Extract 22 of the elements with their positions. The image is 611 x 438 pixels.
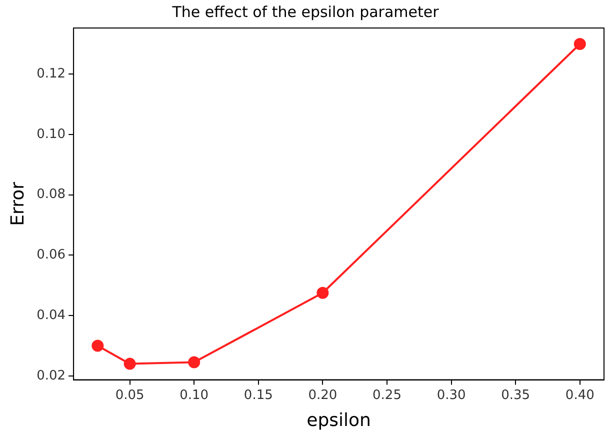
x-tick-label: 0.05 <box>115 388 144 403</box>
x-tick-label: 0.30 <box>436 388 466 403</box>
x-tick-label: 0.35 <box>501 388 530 403</box>
x-tick-label: 0.40 <box>565 388 594 403</box>
point <box>188 356 200 368</box>
y-tick-label: 0.10 <box>36 126 66 142</box>
y-axis-title: Error <box>7 181 28 226</box>
point <box>574 38 586 50</box>
y-tick-label: 0.06 <box>36 248 66 263</box>
x-tick-label: 0.25 <box>372 388 402 403</box>
y-tick-label: 0.08 <box>36 187 66 202</box>
point <box>124 358 136 370</box>
x-tick-label: 0.20 <box>308 388 338 403</box>
x-tick-label: 0.10 <box>180 388 209 403</box>
x-axis-title: epsilon <box>306 410 371 431</box>
x-tick-label: 0.15 <box>244 388 273 403</box>
point <box>316 286 329 299</box>
y-tick-label: 0.04 <box>36 308 66 323</box>
y-tick-label: 0.02 <box>36 368 66 384</box>
point <box>92 340 104 352</box>
chart-title: The effect of the epsilon parameter <box>171 2 440 21</box>
y-tick-label: 0.12 <box>36 66 66 82</box>
